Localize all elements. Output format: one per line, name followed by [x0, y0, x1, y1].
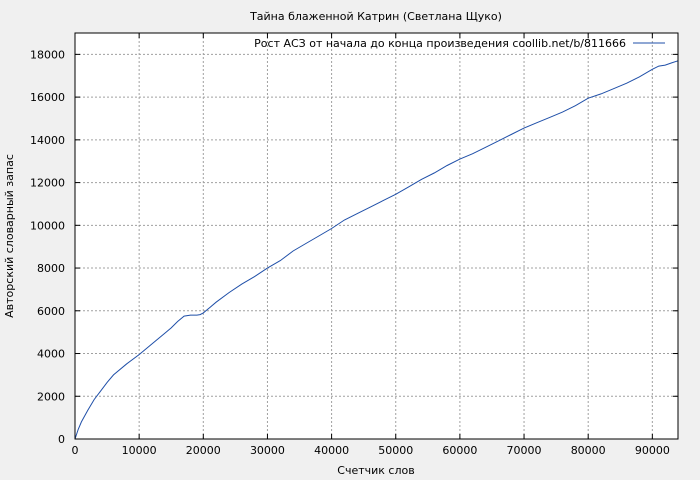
x-tick-label: 50000 — [378, 444, 413, 457]
y-tick-label: 2000 — [37, 390, 65, 403]
y-axis-label: Авторский словарный запас — [3, 154, 16, 318]
data-point — [196, 315, 197, 316]
data-point — [94, 399, 95, 400]
data-point — [395, 194, 396, 195]
data-point — [485, 147, 486, 148]
data-point — [613, 88, 614, 89]
axis-ticks: 0 10000 20000 30000 40000 50000 60000 70000 8000… — [30, 33, 678, 457]
data-point — [81, 421, 82, 422]
data-point — [498, 140, 499, 141]
y-tick-label: 16000 — [30, 91, 65, 104]
data-point — [344, 219, 345, 220]
series-line — [74, 60, 679, 440]
data-point — [575, 105, 576, 106]
data-point — [126, 364, 127, 365]
y-tick-label: 6000 — [37, 305, 65, 318]
data-point — [549, 117, 550, 118]
grid — [75, 33, 678, 439]
data-point — [177, 321, 178, 322]
data-point — [626, 83, 627, 84]
data-point — [293, 250, 294, 251]
legend-label: Рост АСЗ от начала до конца произведения… — [254, 37, 626, 50]
data-point — [100, 390, 101, 391]
data-point — [511, 134, 512, 135]
data-point — [318, 235, 319, 236]
data-point — [671, 62, 672, 63]
data-point — [203, 312, 204, 313]
data-point — [171, 327, 172, 328]
y-tick-label: 8000 — [37, 262, 65, 275]
data-point — [357, 213, 358, 214]
data-point — [639, 76, 640, 77]
data-point — [151, 343, 152, 344]
x-tick-label: 20000 — [186, 444, 221, 457]
data-point — [536, 122, 537, 123]
x-tick-label: 30000 — [250, 444, 285, 457]
data-point — [447, 165, 448, 166]
data-point — [209, 307, 210, 308]
data-point — [459, 159, 460, 160]
y-tick-label: 18000 — [30, 48, 65, 61]
y-tick-label: 10000 — [30, 219, 65, 232]
data-point — [305, 243, 306, 244]
data-point — [658, 66, 659, 67]
data-point — [78, 429, 79, 430]
x-tick-label: 70000 — [507, 444, 542, 457]
data-point — [434, 172, 435, 173]
data-point — [139, 354, 140, 355]
data-point — [200, 314, 201, 315]
data-point — [107, 382, 108, 383]
data-point — [267, 268, 268, 269]
data-point — [588, 98, 589, 99]
data-point — [164, 333, 165, 334]
legend: Рост АСЗ от начала до конца произведения… — [254, 37, 665, 50]
x-tick-label: 40000 — [314, 444, 349, 457]
data-point — [472, 153, 473, 154]
y-tick-label: 4000 — [37, 348, 65, 361]
data-point — [652, 69, 653, 70]
x-tick-label: 0 — [72, 444, 79, 457]
data-point — [523, 128, 524, 129]
chart-title: Тайна блаженной Катрин (Светлана Щуко) — [249, 10, 502, 23]
data-point — [184, 316, 185, 317]
data-point — [87, 410, 88, 411]
x-tick-label: 10000 — [122, 444, 157, 457]
data-point — [280, 260, 281, 261]
data-point — [370, 207, 371, 208]
x-tick-label: 60000 — [442, 444, 477, 457]
plot-frame — [74, 32, 679, 440]
series-group — [74, 60, 679, 440]
x-tick-label: 80000 — [571, 444, 606, 457]
data-point — [254, 276, 255, 277]
x-axis-label: Счетчик слов — [337, 464, 414, 477]
data-point — [562, 112, 563, 113]
y-tick-label: 12000 — [30, 177, 65, 190]
y-tick-label: 14000 — [30, 134, 65, 147]
data-point — [421, 179, 422, 180]
data-point — [408, 186, 409, 187]
y-tick-label: 0 — [58, 433, 65, 446]
data-point — [665, 65, 666, 66]
data-point — [190, 315, 191, 316]
data-point — [331, 228, 332, 229]
data-point — [113, 374, 114, 375]
x-tick-label: 90000 — [635, 444, 670, 457]
data-point — [216, 302, 217, 303]
data-point — [241, 284, 242, 285]
data-point — [228, 292, 229, 293]
data-point — [382, 200, 383, 201]
data-point — [600, 93, 601, 94]
plot-area — [75, 33, 678, 439]
